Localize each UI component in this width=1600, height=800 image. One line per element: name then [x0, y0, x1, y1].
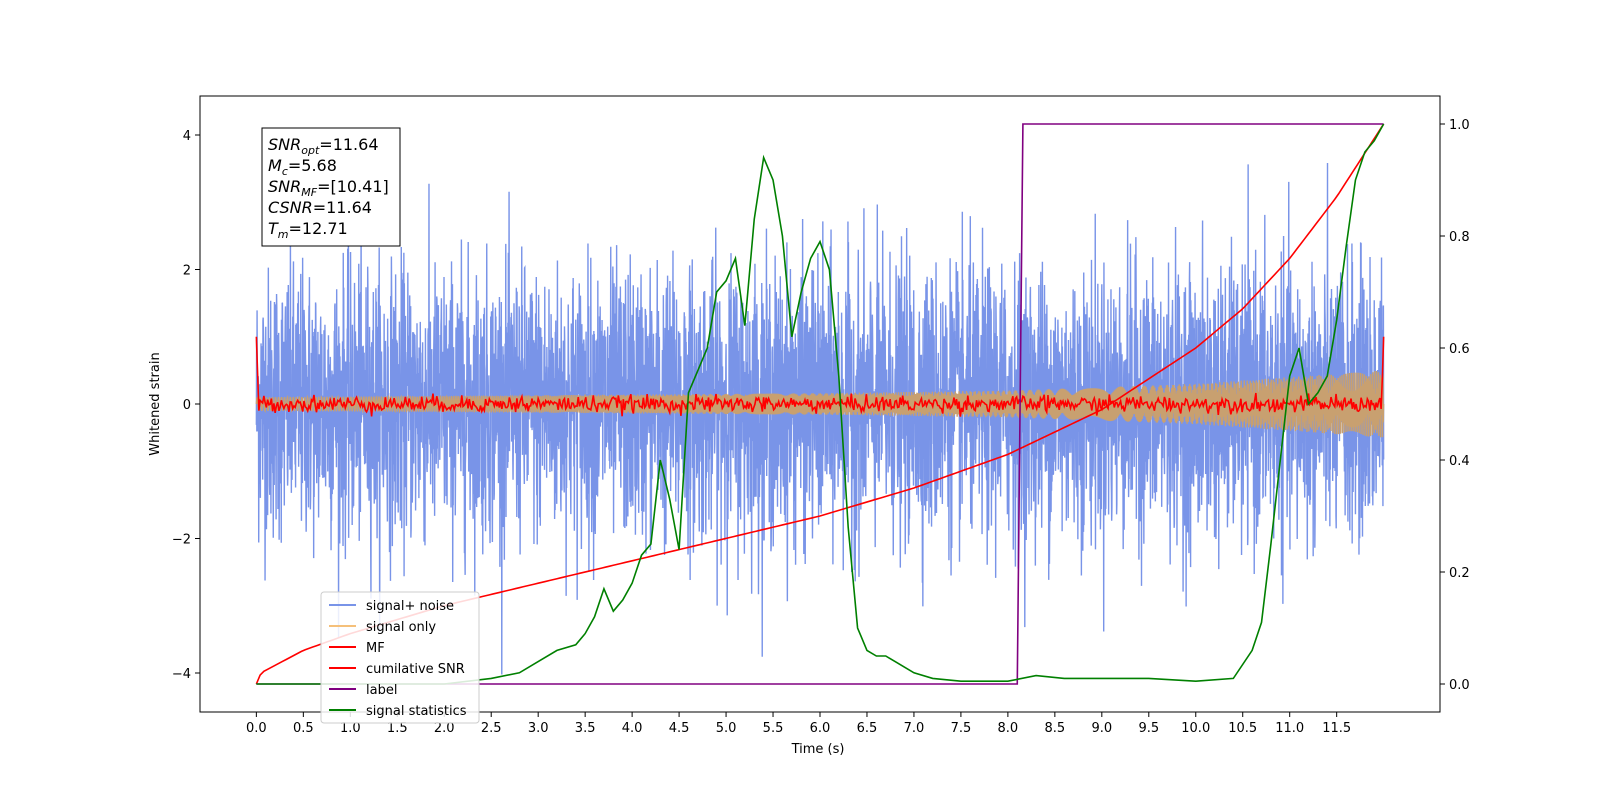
y-axis-label: Whitened strain [148, 352, 163, 455]
legend-frame [320, 591, 480, 724]
series-signal-noise-line [255, 163, 1385, 675]
x-tick-label: 8.0 [998, 721, 1019, 736]
x-tick-label: 10.0 [1181, 721, 1210, 736]
legend-label: cumilative SNR [366, 662, 465, 677]
axis-ticks: 0.0 0.5 1.0 1.5 2.0 2.5 3.0 3.5 4.0 4.5 5.0 5.5 6.0 6… [172, 118, 1470, 736]
x-tick-label: 11.5 [1322, 721, 1351, 736]
y2-tick-label: 0.8 [1449, 230, 1470, 245]
annotation-frame [261, 127, 401, 247]
y2-tick-label: 0.4 [1449, 454, 1470, 469]
y-tick-label: 0 [183, 398, 191, 413]
annotation-line: Mc=5.68 [268, 156, 337, 178]
x-tick-label: 5.0 [716, 721, 737, 736]
annotation-line: Tm=12.71 [268, 219, 348, 241]
x-tick-label: 0.5 [293, 721, 314, 736]
x-tick-label: 11.0 [1275, 721, 1304, 736]
x-tick-label: 6.0 [810, 721, 831, 736]
y-tick-label: 4 [183, 129, 191, 144]
x-tick-label: 8.5 [1045, 721, 1066, 736]
y2-tick-label: 0.6 [1449, 342, 1470, 357]
x-tick-label: 9.5 [1138, 721, 1159, 736]
x-tick-label: 7.5 [951, 721, 972, 736]
x-tick-label: 6.5 [857, 721, 878, 736]
x-tick-label: 10.5 [1228, 721, 1257, 736]
series-mf-line [255, 336, 1385, 417]
y-tick-label: −2 [172, 532, 191, 547]
annotation-line: SNRopt=11.64 [268, 135, 379, 157]
y2-tick-label: 0.0 [1449, 678, 1470, 693]
y-tick-label: 2 [183, 264, 191, 279]
x-tick-label: 5.5 [763, 721, 784, 736]
legend-label: MF [366, 641, 385, 656]
x-tick-label: 1.5 [387, 721, 408, 736]
x-tick-label: 7.0 [904, 721, 925, 736]
y2-tick-label: 1.0 [1449, 118, 1470, 133]
x-tick-label: 0.0 [246, 721, 267, 736]
x-tick-label: 2.0 [434, 721, 455, 736]
x-tick-label: 3.5 [575, 721, 596, 736]
annotation-line: CSNR=11.64 [268, 198, 372, 217]
legend-label: label [366, 683, 397, 698]
series-label-line [256, 123, 1384, 685]
series-signal-statistics-line [256, 123, 1385, 685]
legend-label: signal statistics [366, 704, 467, 719]
y2-tick-label: 0.2 [1449, 566, 1470, 581]
stats-annotation-box: SNRopt=11.64Mc=5.68SNRMF=[10.41]CSNR=11.… [261, 127, 401, 247]
legend-label: signal+ noise [366, 599, 454, 614]
x-tick-label: 1.0 [340, 721, 361, 736]
x-tick-label: 3.0 [528, 721, 549, 736]
annotation-line: SNRMF=[10.41] [268, 177, 389, 199]
y-tick-label: −4 [172, 667, 191, 682]
legend-label: signal only [366, 620, 436, 635]
x-axis-label: Time (s) [791, 742, 845, 757]
legend: signal+ noise signal only MF cumilative SNR… [320, 591, 480, 724]
x-tick-label: 9.0 [1091, 721, 1112, 736]
x-tick-label: 2.5 [481, 721, 502, 736]
x-tick-label: 4.0 [622, 721, 643, 736]
x-tick-label: 4.5 [669, 721, 690, 736]
